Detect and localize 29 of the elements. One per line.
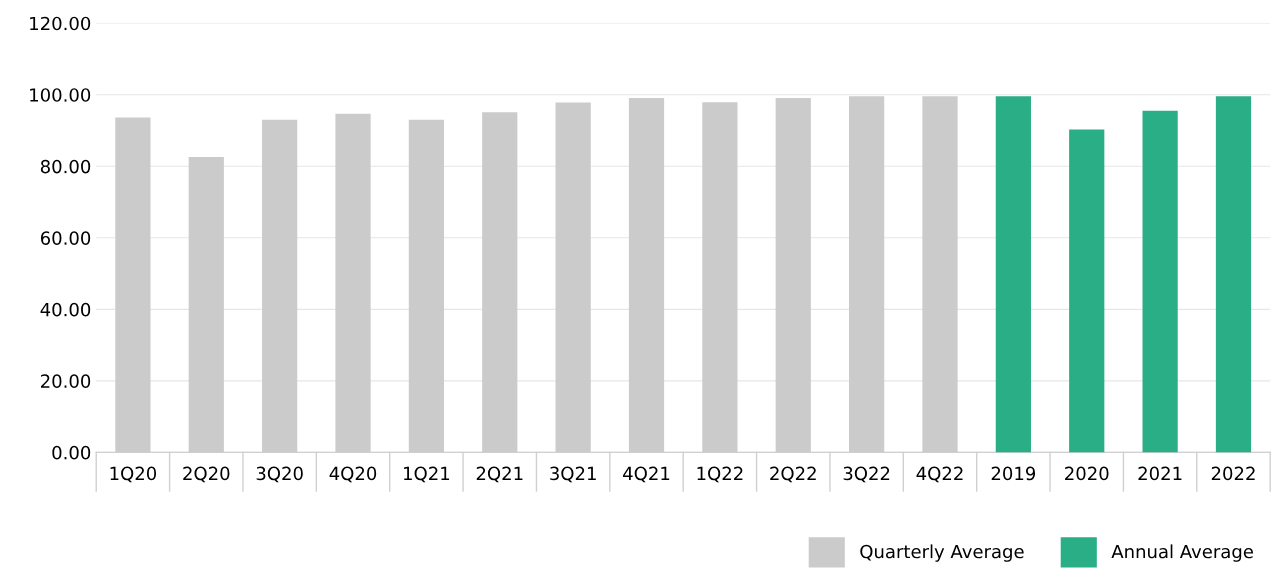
x-tick-label: 1Q21 [404, 466, 450, 483]
x-tick-label: 2Q20 [183, 466, 230, 483]
y-tick-label: 60.00 [40, 231, 91, 245]
y-tick-label: 80.00 [40, 159, 91, 174]
y-tick-label: 20.00 [41, 374, 91, 388]
y-tick-label: 0.00 [52, 445, 91, 460]
legend-label: Annual Average [1111, 544, 1253, 562]
y-tick-label: 120.00 [30, 16, 91, 31]
x-tick-label: 3Q22 [843, 466, 890, 483]
x-tick-label: 4Q20 [329, 466, 377, 483]
x-tick-label: 2Q22 [770, 466, 816, 483]
x-tick-label: 2022 [1211, 466, 1255, 481]
x-tick-label: 4Q22 [916, 466, 963, 483]
x-tick-label: 2020 [1065, 466, 1109, 481]
x-tick-label: 2021 [1138, 466, 1182, 481]
x-tick-label: 3Q20 [256, 466, 303, 483]
x-tick-label: 1Q20 [110, 466, 157, 483]
x-tick-label: 1Q22 [697, 466, 743, 483]
y-tick-label: 40.00 [40, 302, 91, 317]
x-tick-label: 2Q21 [476, 466, 523, 483]
legend-label: Quarterly Average [860, 544, 1024, 562]
bar [1215, 96, 1252, 453]
x-tick-label: 2019 [991, 466, 1036, 481]
x-tick-label: 4Q21 [623, 466, 670, 483]
y-tick-label: 100.00 [30, 88, 91, 102]
bar [995, 96, 1031, 453]
x-tick-label: 3Q21 [550, 466, 596, 483]
bar [1142, 110, 1178, 453]
bar [1069, 129, 1105, 453]
